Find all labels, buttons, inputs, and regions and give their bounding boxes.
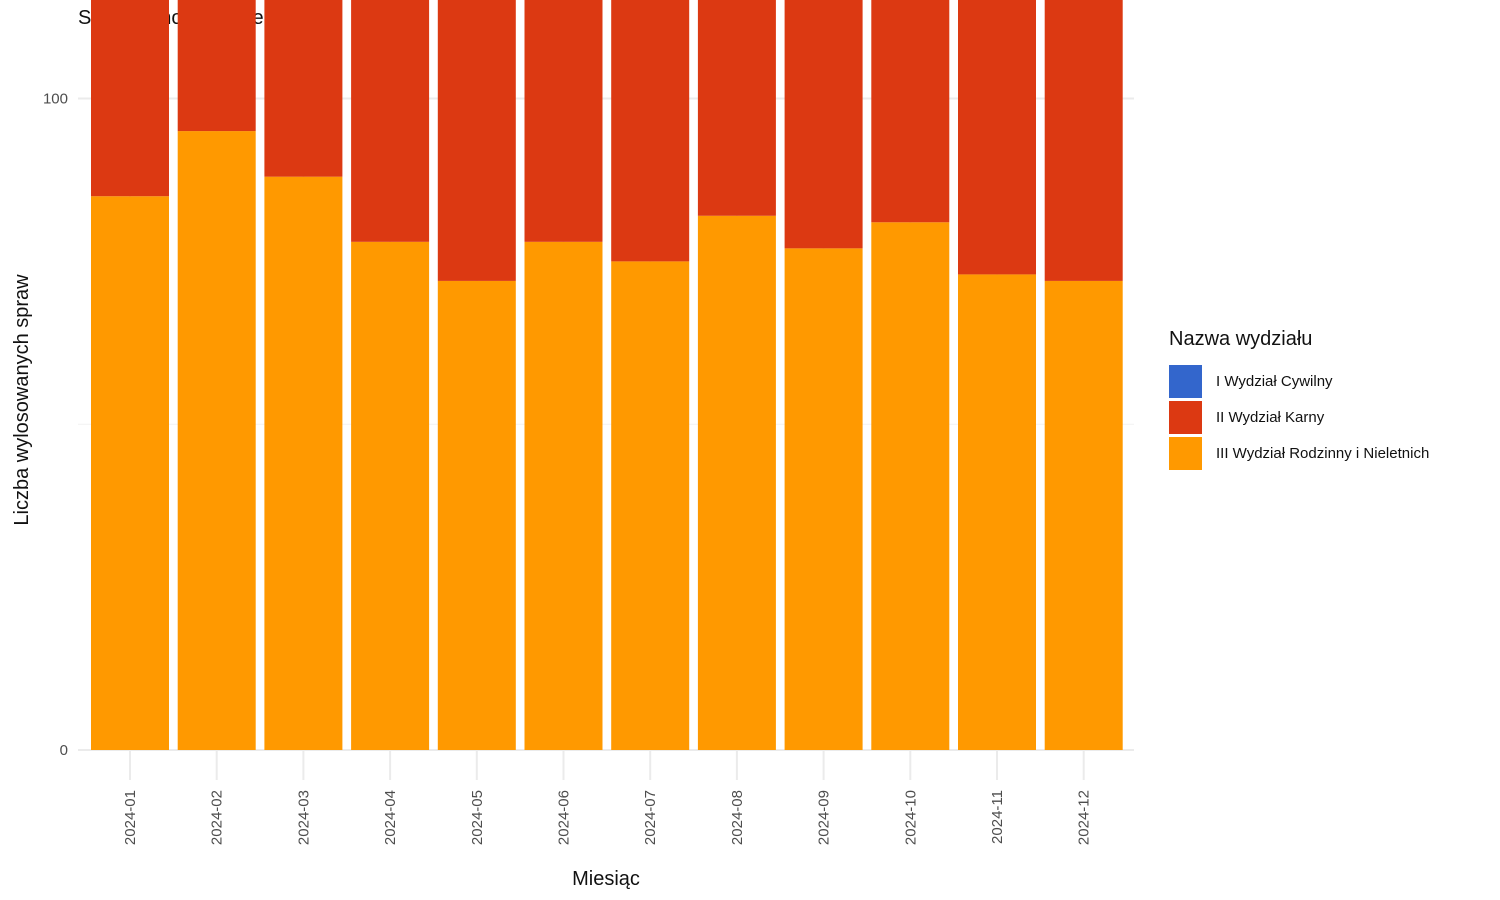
x-tick-label: 2024-01: [122, 790, 139, 845]
bar-segment: [611, 261, 690, 750]
legend-label: II Wydział Karny: [1216, 408, 1325, 426]
bar-segment: [264, 0, 343, 177]
x-tick-label: 2024-08: [729, 790, 746, 845]
y-axis-ticks: 0100200300400: [43, 91, 68, 760]
bar-segment: [524, 241, 603, 750]
x-tick-label: 2024-04: [382, 790, 399, 845]
x-tick-label: 2024-02: [209, 790, 226, 845]
legend: Nazwa wydziału I Wydział Cywilny II Wydzi…: [1169, 328, 1429, 471]
legend-key: [1169, 364, 1202, 398]
bar-segment: [437, 0, 516, 281]
bar-segment: [1044, 0, 1123, 281]
bar-segment: [524, 0, 603, 242]
legend-label: I Wydział Cywilny: [1216, 372, 1333, 390]
bar-segment: [697, 0, 776, 216]
legend-key: [1169, 436, 1202, 470]
bar-segment: [784, 0, 863, 249]
bar-segment: [871, 0, 950, 223]
bar-segment: [264, 176, 343, 750]
x-tick-label: 2024-07: [642, 790, 659, 845]
legend-item: I Wydział Cywilny: [1169, 363, 1429, 399]
bar-segment: [351, 241, 430, 750]
legend-key: [1169, 400, 1202, 434]
legend-item: II Wydział Karny: [1169, 399, 1429, 435]
bar-segment: [958, 274, 1036, 750]
bar-segment: [1044, 280, 1123, 750]
bar-segment: [437, 280, 516, 750]
bar-segment: [91, 196, 169, 751]
bar-segment: [958, 0, 1036, 275]
bars: [91, 0, 1123, 751]
legend-items: I Wydział Cywilny II Wydział Karny III Wyd…: [1169, 363, 1429, 471]
bar-segment: [91, 0, 169, 197]
bar-segment: [871, 222, 950, 750]
bar-segment: [697, 215, 776, 750]
y-tick-label: 100: [43, 91, 68, 108]
x-axis-ticks: 2024-01 2024-02 2024-03 2024-04 2024-05 2024-…: [122, 790, 1093, 845]
x-axis-title: Miesiąc: [572, 868, 640, 890]
y-axis-title: Liczba wylosowanych spraw: [11, 274, 33, 526]
bar-segment: [784, 248, 863, 750]
bar-segment: [177, 131, 256, 750]
bar-segment: [611, 0, 690, 262]
x-tick-label: 2024-06: [556, 790, 573, 845]
x-tick-label: 2024-12: [1076, 790, 1093, 845]
bar-segment: [351, 0, 430, 242]
x-tick-label: 2024-11: [989, 790, 1006, 844]
x-tick-label: 2024-05: [469, 790, 486, 845]
x-tick-label: 2024-10: [902, 790, 919, 845]
x-tick-label: 2024-03: [295, 790, 312, 845]
legend-item: III Wydział Rodzinny i Nieletnich: [1169, 435, 1429, 471]
legend-label: III Wydział Rodzinny i Nieletnich: [1216, 444, 1430, 462]
legend-title: Nazwa wydziału: [1169, 328, 1313, 350]
y-tick-label: 0: [60, 742, 68, 759]
x-tick-label: 2024-09: [816, 790, 833, 845]
bar-segment: [177, 0, 256, 132]
